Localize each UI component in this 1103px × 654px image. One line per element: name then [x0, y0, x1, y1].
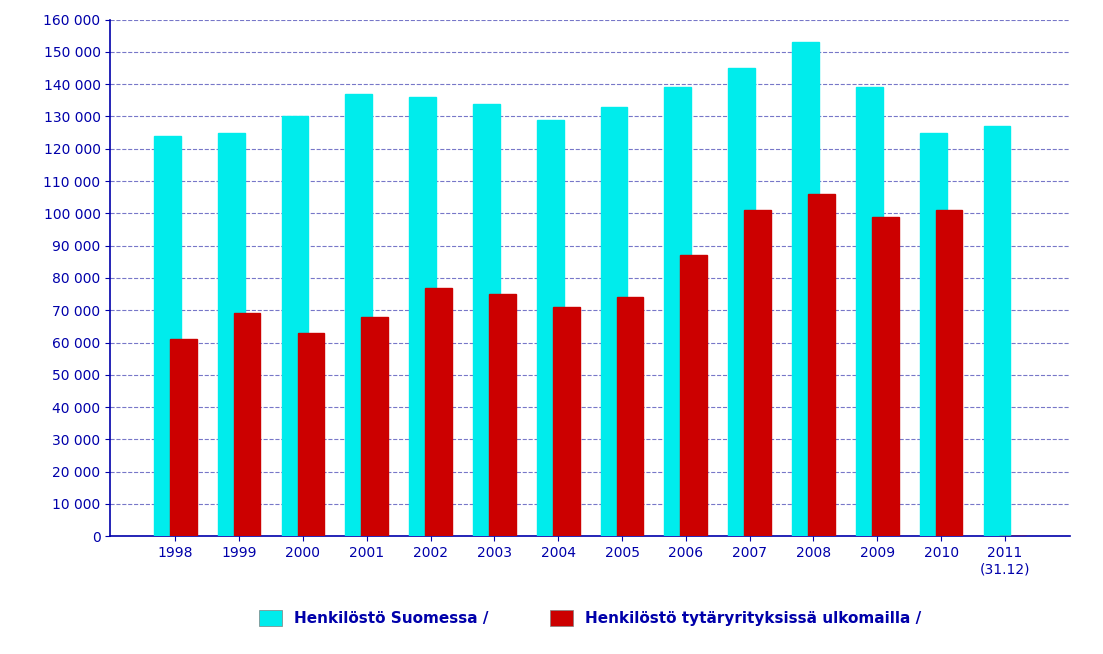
Legend: Henkilöstö Suomessa /, Henkilöstö tytäryrityksissä ulkomailla /: Henkilöstö Suomessa /, Henkilöstö tytäry… [253, 604, 928, 632]
Bar [745, 210, 771, 536]
Bar [664, 88, 692, 536]
Bar [473, 103, 500, 536]
Bar [984, 126, 1010, 536]
Bar [409, 97, 436, 536]
Bar [681, 255, 707, 536]
Bar [298, 333, 324, 536]
Bar [808, 194, 835, 536]
Bar [537, 120, 564, 536]
Bar [871, 216, 899, 536]
Bar [792, 43, 818, 536]
Bar [856, 88, 882, 536]
Bar [234, 313, 260, 536]
Bar [217, 133, 245, 536]
Bar [362, 317, 388, 536]
Bar [345, 94, 372, 536]
Bar [553, 307, 579, 536]
Bar [601, 107, 628, 536]
Bar [920, 133, 946, 536]
Bar [935, 210, 963, 536]
Bar [425, 288, 452, 536]
Bar [617, 298, 643, 536]
Bar [170, 339, 196, 536]
Bar [728, 68, 756, 536]
Bar [154, 136, 181, 536]
Bar [489, 294, 516, 536]
Bar [281, 116, 309, 536]
